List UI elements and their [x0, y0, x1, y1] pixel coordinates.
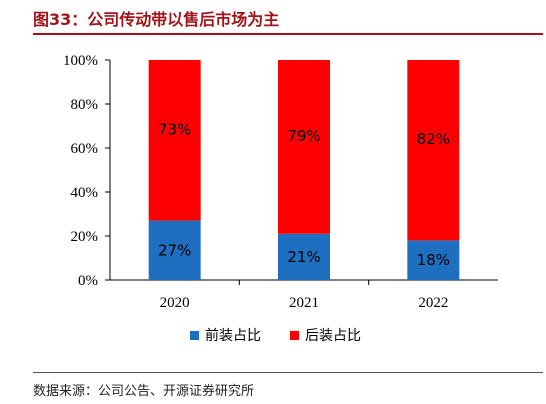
- data-label: 79%: [287, 127, 320, 145]
- legend-swatch: [290, 331, 299, 340]
- source-divider: [33, 372, 543, 373]
- bar-front-2021: [278, 233, 330, 280]
- data-label: 73%: [158, 120, 191, 138]
- x-tick-label: 2022: [418, 295, 448, 311]
- title-divider: [33, 33, 543, 35]
- y-tick-label: 60%: [71, 141, 99, 157]
- y-tick-label: 40%: [71, 185, 99, 201]
- bar-front-2020: [148, 220, 201, 280]
- bar-front-2022: [407, 240, 460, 280]
- y-tick-label: 0%: [78, 273, 98, 289]
- y-tick-label: 80%: [71, 97, 99, 113]
- legend-label: 前装占比: [205, 327, 261, 344]
- x-tick-label: 2021: [289, 295, 319, 311]
- data-label: 27%: [158, 241, 191, 259]
- bar-after-2022: [407, 60, 460, 241]
- y-tick-label: 20%: [71, 229, 99, 245]
- y-tick-label: 100%: [63, 53, 98, 69]
- legend-label: 后装占比: [305, 328, 361, 344]
- source-note: 数据来源：公司公告、开源证券研究所: [33, 384, 255, 399]
- stacked-bar-chart: 0% 20% 40% 60% 80% 100% 27% 73% 2020 21% 79% 2021 18…: [63, 53, 498, 344]
- data-label: 21%: [287, 248, 320, 266]
- bar-after-2020: [148, 60, 201, 221]
- chart-title: 图33：公司传动带以售后市场为主: [33, 10, 280, 29]
- x-tick-label: 2020: [160, 295, 190, 311]
- data-label: 18%: [417, 251, 450, 269]
- bar-after-2021: [278, 60, 330, 234]
- legend-swatch: [190, 331, 199, 340]
- data-label: 82%: [417, 130, 450, 148]
